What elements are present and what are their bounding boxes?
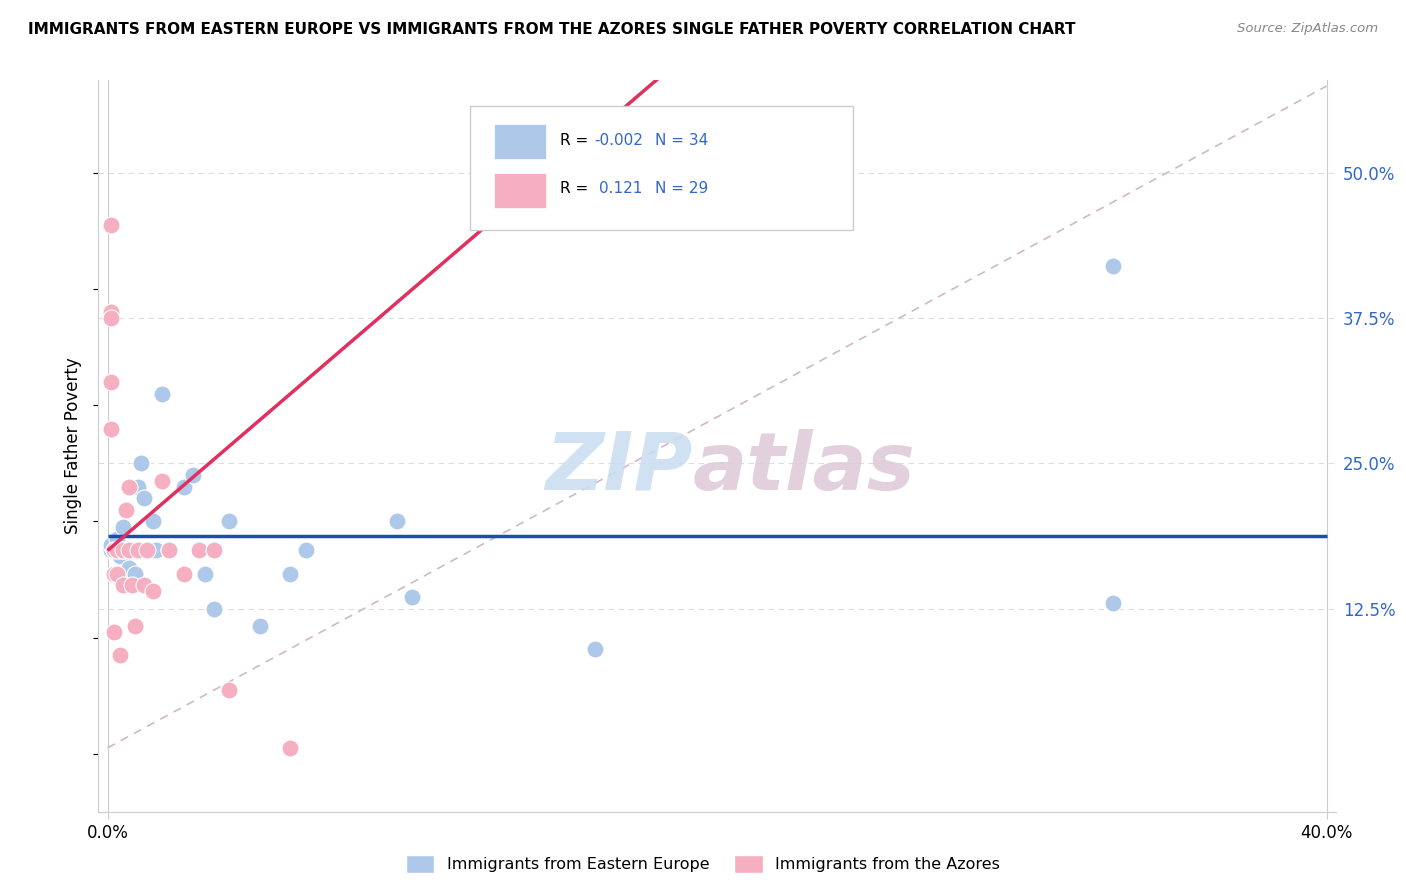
- Point: [111, 543, 134, 558]
- Point: [105, 543, 128, 558]
- Point: [124, 566, 146, 581]
- Point: [127, 543, 149, 558]
- Text: R =: R =: [560, 181, 588, 196]
- Text: Source: ZipAtlas.com: Source: ZipAtlas.com: [1237, 22, 1378, 36]
- Point: [134, 578, 156, 592]
- Point: [105, 566, 128, 581]
- Text: ZIP: ZIP: [546, 429, 692, 507]
- Point: [188, 543, 211, 558]
- Point: [118, 561, 141, 575]
- Point: [152, 386, 174, 401]
- Point: [129, 457, 152, 471]
- Point: [202, 543, 225, 558]
- Point: [145, 543, 167, 558]
- Point: [105, 532, 128, 546]
- Point: [280, 740, 302, 755]
- Point: [157, 543, 180, 558]
- Point: [194, 566, 217, 581]
- Point: [100, 543, 122, 558]
- Point: [280, 566, 302, 581]
- Point: [127, 543, 149, 558]
- Legend: Immigrants from Eastern Europe, Immigrants from the Azores: Immigrants from Eastern Europe, Immigran…: [399, 848, 1007, 880]
- Point: [100, 305, 122, 319]
- Point: [294, 543, 316, 558]
- Point: [173, 566, 195, 581]
- Point: [105, 543, 128, 558]
- Bar: [495, 124, 547, 160]
- Point: [152, 474, 174, 488]
- Text: -0.002: -0.002: [593, 133, 643, 148]
- Point: [100, 219, 122, 233]
- Point: [218, 515, 240, 529]
- Point: [115, 503, 138, 517]
- Point: [103, 624, 125, 639]
- Text: R =: R =: [560, 133, 588, 148]
- Point: [115, 543, 138, 558]
- Point: [103, 543, 125, 558]
- Point: [127, 480, 149, 494]
- Point: [157, 543, 180, 558]
- Point: [583, 642, 606, 657]
- Point: [181, 468, 204, 483]
- Point: [103, 543, 125, 558]
- Text: IMMIGRANTS FROM EASTERN EUROPE VS IMMIGRANTS FROM THE AZORES SINGLE FATHER POVER: IMMIGRANTS FROM EASTERN EUROPE VS IMMIGR…: [28, 22, 1076, 37]
- Point: [136, 543, 159, 558]
- Point: [103, 566, 125, 581]
- Text: N = 34: N = 34: [655, 133, 709, 148]
- Point: [111, 520, 134, 534]
- Point: [111, 578, 134, 592]
- Point: [218, 682, 240, 697]
- Point: [1102, 596, 1125, 610]
- Point: [121, 543, 143, 558]
- Point: [108, 549, 131, 564]
- Point: [108, 543, 131, 558]
- Point: [118, 480, 141, 494]
- Point: [134, 491, 156, 506]
- Point: [385, 515, 408, 529]
- Point: [142, 584, 165, 599]
- Point: [173, 480, 195, 494]
- Point: [100, 375, 122, 389]
- Point: [202, 601, 225, 615]
- Point: [100, 538, 122, 552]
- Y-axis label: Single Father Poverty: Single Father Poverty: [65, 358, 83, 534]
- Point: [100, 421, 122, 435]
- Point: [401, 590, 423, 604]
- Point: [249, 619, 271, 633]
- Point: [108, 648, 131, 662]
- Bar: [495, 173, 547, 209]
- Point: [121, 578, 143, 592]
- Point: [111, 543, 134, 558]
- Point: [142, 515, 165, 529]
- Point: [100, 311, 122, 326]
- Text: N = 29: N = 29: [655, 181, 709, 196]
- Point: [1102, 259, 1125, 273]
- Text: 0.121: 0.121: [599, 181, 643, 196]
- Point: [124, 619, 146, 633]
- Text: atlas: atlas: [692, 429, 915, 507]
- FancyBboxPatch shape: [470, 106, 853, 230]
- Point: [118, 543, 141, 558]
